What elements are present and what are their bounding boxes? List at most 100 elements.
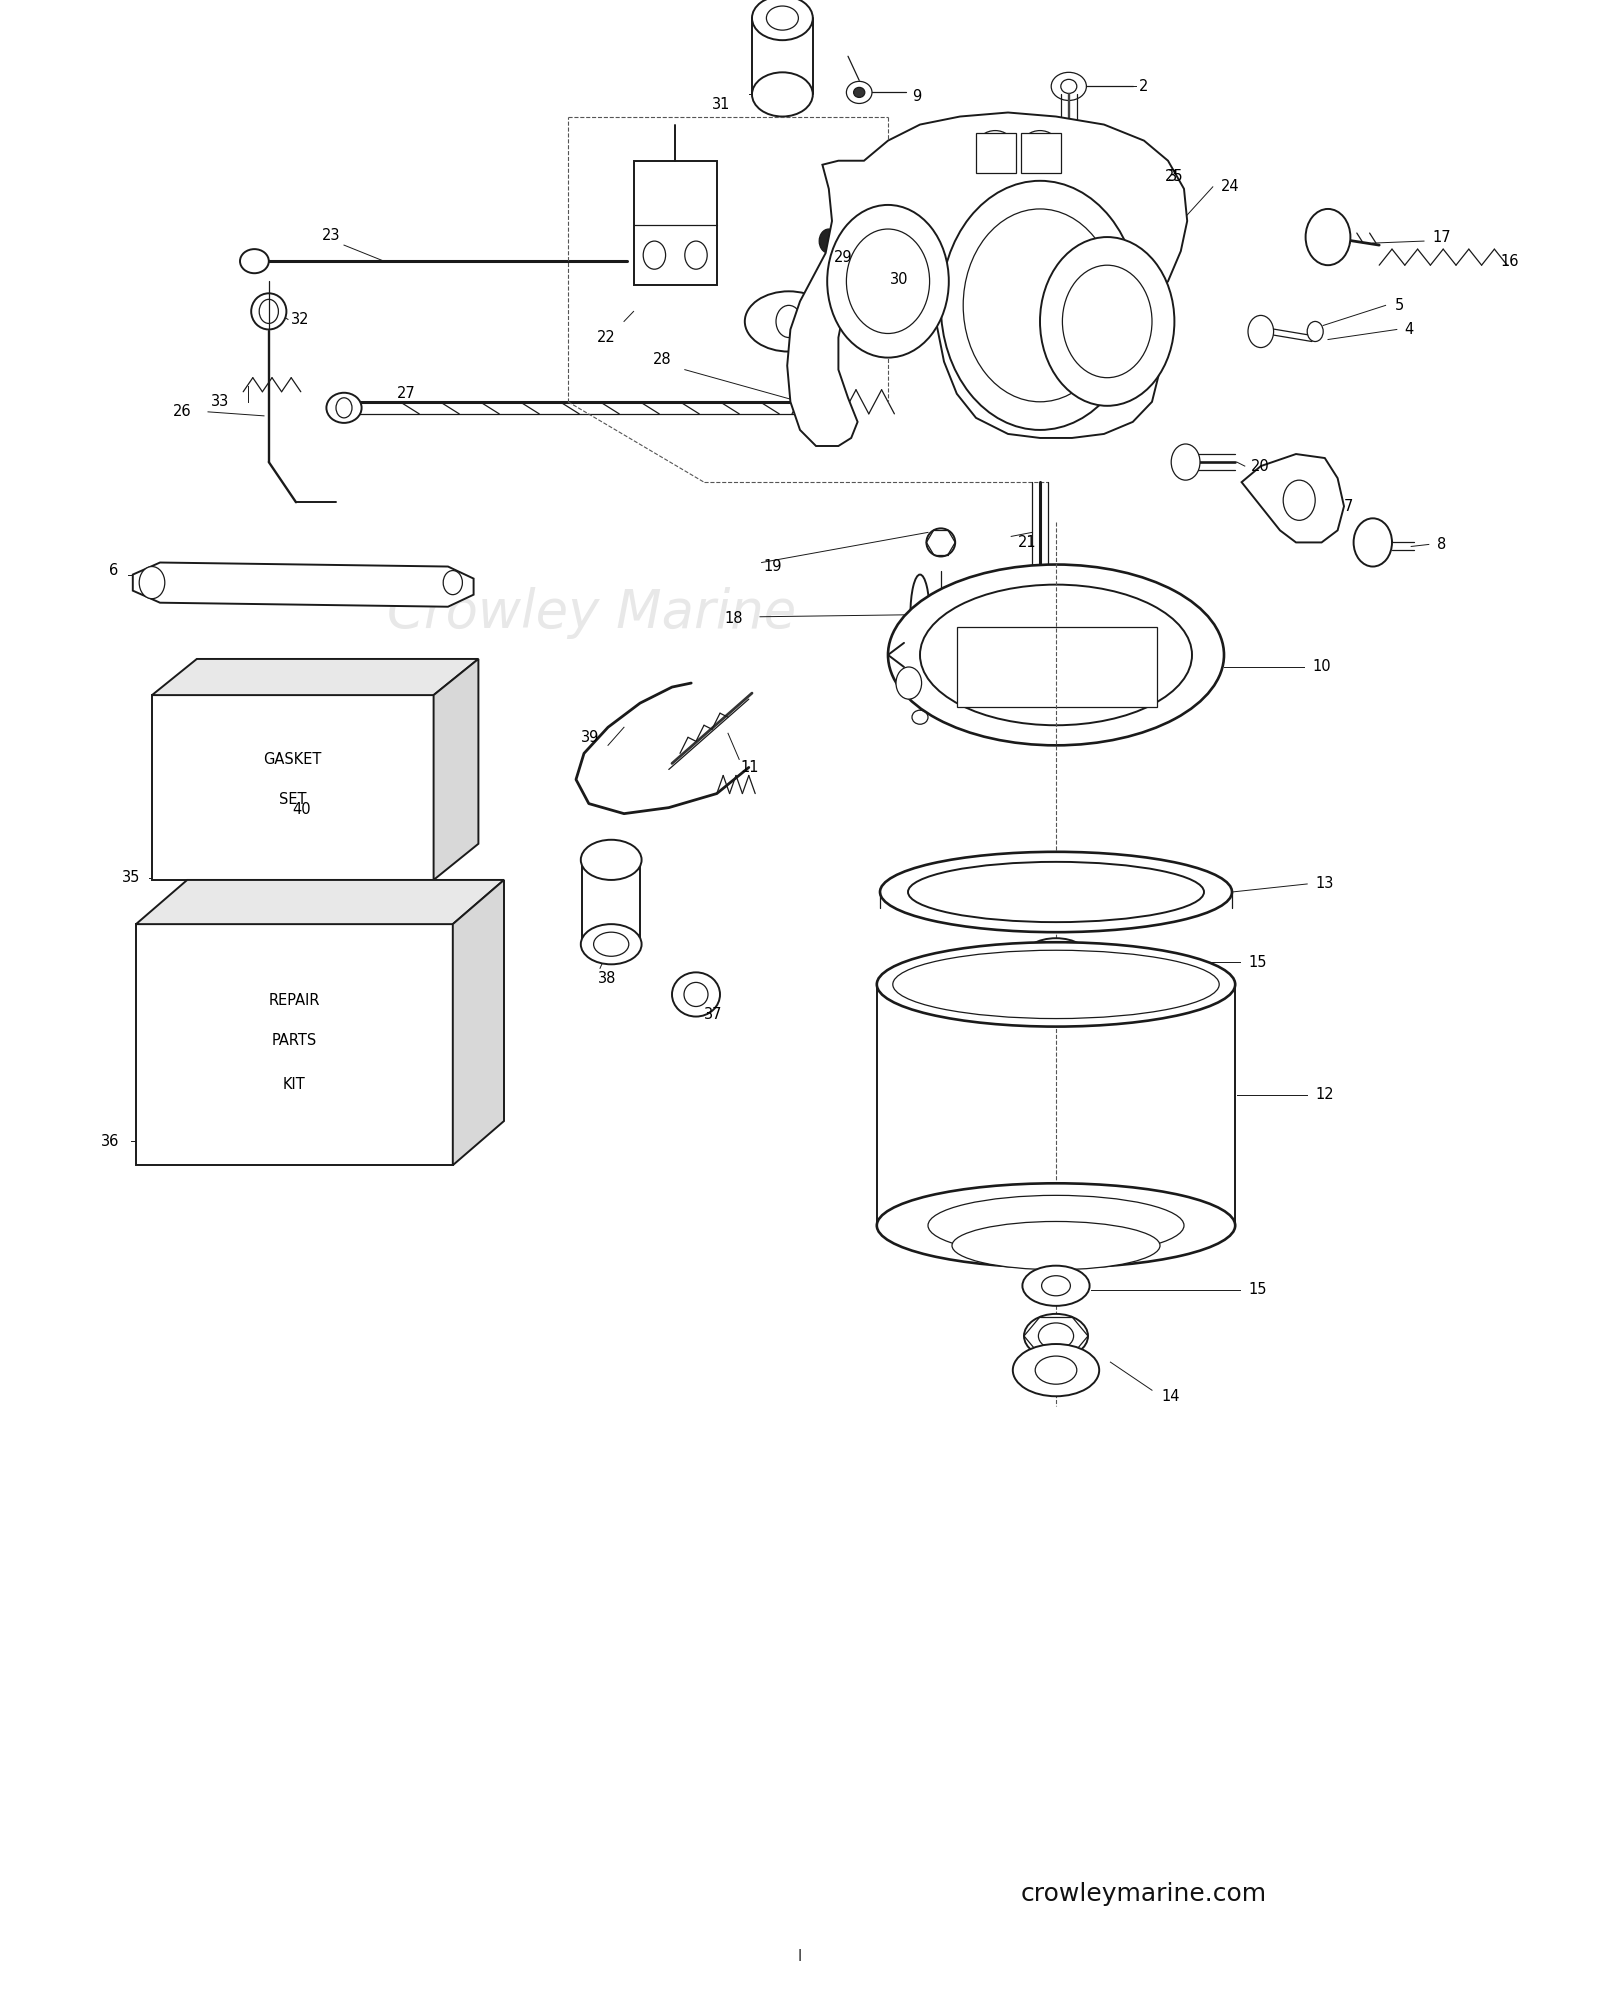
Text: 7: 7 — [1344, 498, 1354, 514]
Text: 15: 15 — [1248, 1282, 1267, 1298]
Circle shape — [139, 567, 165, 599]
Text: 14: 14 — [1162, 1388, 1181, 1404]
Text: 8: 8 — [1437, 536, 1446, 552]
Text: 24: 24 — [1221, 179, 1240, 195]
Text: GASKET: GASKET — [264, 751, 322, 767]
Text: KIT: KIT — [283, 1077, 306, 1093]
Text: 10: 10 — [1312, 659, 1331, 675]
Ellipse shape — [910, 575, 930, 655]
Circle shape — [776, 305, 802, 338]
Ellipse shape — [744, 291, 832, 352]
Circle shape — [846, 229, 930, 333]
Text: 2: 2 — [1139, 78, 1149, 94]
Text: 32: 32 — [291, 311, 310, 327]
Ellipse shape — [1117, 185, 1133, 199]
Text: PARTS: PARTS — [272, 1033, 317, 1049]
Text: 6: 6 — [109, 563, 118, 579]
Ellipse shape — [672, 972, 720, 1017]
Text: 38: 38 — [598, 970, 616, 986]
Ellipse shape — [1022, 131, 1058, 159]
Circle shape — [1248, 315, 1274, 348]
Text: REPAIR: REPAIR — [269, 992, 320, 1009]
Ellipse shape — [909, 862, 1205, 922]
Circle shape — [643, 241, 666, 269]
Circle shape — [941, 181, 1139, 430]
Ellipse shape — [920, 585, 1192, 725]
Text: 39: 39 — [581, 729, 598, 745]
Circle shape — [306, 786, 334, 822]
Ellipse shape — [1042, 948, 1070, 968]
Ellipse shape — [893, 950, 1219, 1019]
Ellipse shape — [907, 653, 933, 681]
Circle shape — [336, 398, 352, 418]
Text: 12: 12 — [1315, 1087, 1334, 1103]
Ellipse shape — [978, 131, 1013, 159]
Text: 28: 28 — [653, 352, 672, 368]
Ellipse shape — [1107, 175, 1142, 207]
Ellipse shape — [752, 72, 813, 117]
Bar — [1021, 133, 1061, 173]
Circle shape — [1171, 444, 1200, 480]
Polygon shape — [453, 880, 504, 1165]
Text: 20: 20 — [1251, 458, 1270, 474]
Ellipse shape — [933, 599, 949, 615]
Text: 27: 27 — [397, 386, 416, 402]
Polygon shape — [1242, 454, 1344, 542]
Text: 16: 16 — [1501, 253, 1520, 269]
Polygon shape — [152, 659, 478, 695]
Text: Crowley Marine: Crowley Marine — [387, 587, 797, 639]
Ellipse shape — [1038, 1324, 1074, 1350]
Text: 25: 25 — [1165, 169, 1184, 185]
Text: 23: 23 — [322, 227, 341, 243]
Circle shape — [896, 667, 922, 699]
Ellipse shape — [240, 249, 269, 273]
Text: crowleymarine.com: crowleymarine.com — [1021, 1882, 1267, 1907]
Text: 31: 31 — [712, 96, 730, 113]
Circle shape — [1354, 518, 1392, 567]
Text: 19: 19 — [763, 559, 782, 575]
Ellipse shape — [846, 80, 872, 104]
Ellipse shape — [1042, 1276, 1070, 1296]
Text: 11: 11 — [741, 759, 760, 775]
Circle shape — [827, 205, 949, 358]
Ellipse shape — [877, 942, 1235, 1027]
Bar — [976, 133, 1016, 173]
Polygon shape — [133, 563, 474, 607]
Circle shape — [1283, 480, 1315, 520]
Circle shape — [1130, 191, 1155, 223]
Text: 26: 26 — [173, 404, 192, 420]
Ellipse shape — [1024, 1314, 1088, 1358]
Text: 35: 35 — [122, 870, 139, 886]
Text: 17: 17 — [1432, 229, 1451, 245]
Ellipse shape — [877, 1183, 1235, 1268]
Ellipse shape — [766, 6, 798, 30]
Circle shape — [963, 209, 1117, 402]
Ellipse shape — [1013, 1344, 1099, 1396]
Ellipse shape — [685, 982, 707, 1007]
Ellipse shape — [1022, 1266, 1090, 1306]
Circle shape — [819, 229, 838, 253]
Ellipse shape — [912, 709, 928, 725]
Polygon shape — [152, 695, 434, 880]
Polygon shape — [136, 924, 453, 1165]
Circle shape — [1306, 209, 1350, 265]
Ellipse shape — [581, 924, 642, 964]
Ellipse shape — [926, 528, 955, 556]
Polygon shape — [136, 880, 504, 924]
Ellipse shape — [1035, 1356, 1077, 1384]
Polygon shape — [787, 113, 1187, 446]
Circle shape — [685, 241, 707, 269]
Text: 15: 15 — [1248, 954, 1267, 970]
Circle shape — [1062, 265, 1152, 378]
Circle shape — [259, 299, 278, 323]
Text: SET: SET — [278, 792, 307, 808]
Polygon shape — [634, 161, 717, 285]
Text: 40: 40 — [293, 802, 312, 818]
Circle shape — [1307, 321, 1323, 342]
Ellipse shape — [594, 932, 629, 956]
Ellipse shape — [854, 86, 866, 96]
Ellipse shape — [326, 394, 362, 424]
Ellipse shape — [952, 1221, 1160, 1270]
Polygon shape — [288, 775, 358, 832]
Circle shape — [1040, 237, 1174, 406]
